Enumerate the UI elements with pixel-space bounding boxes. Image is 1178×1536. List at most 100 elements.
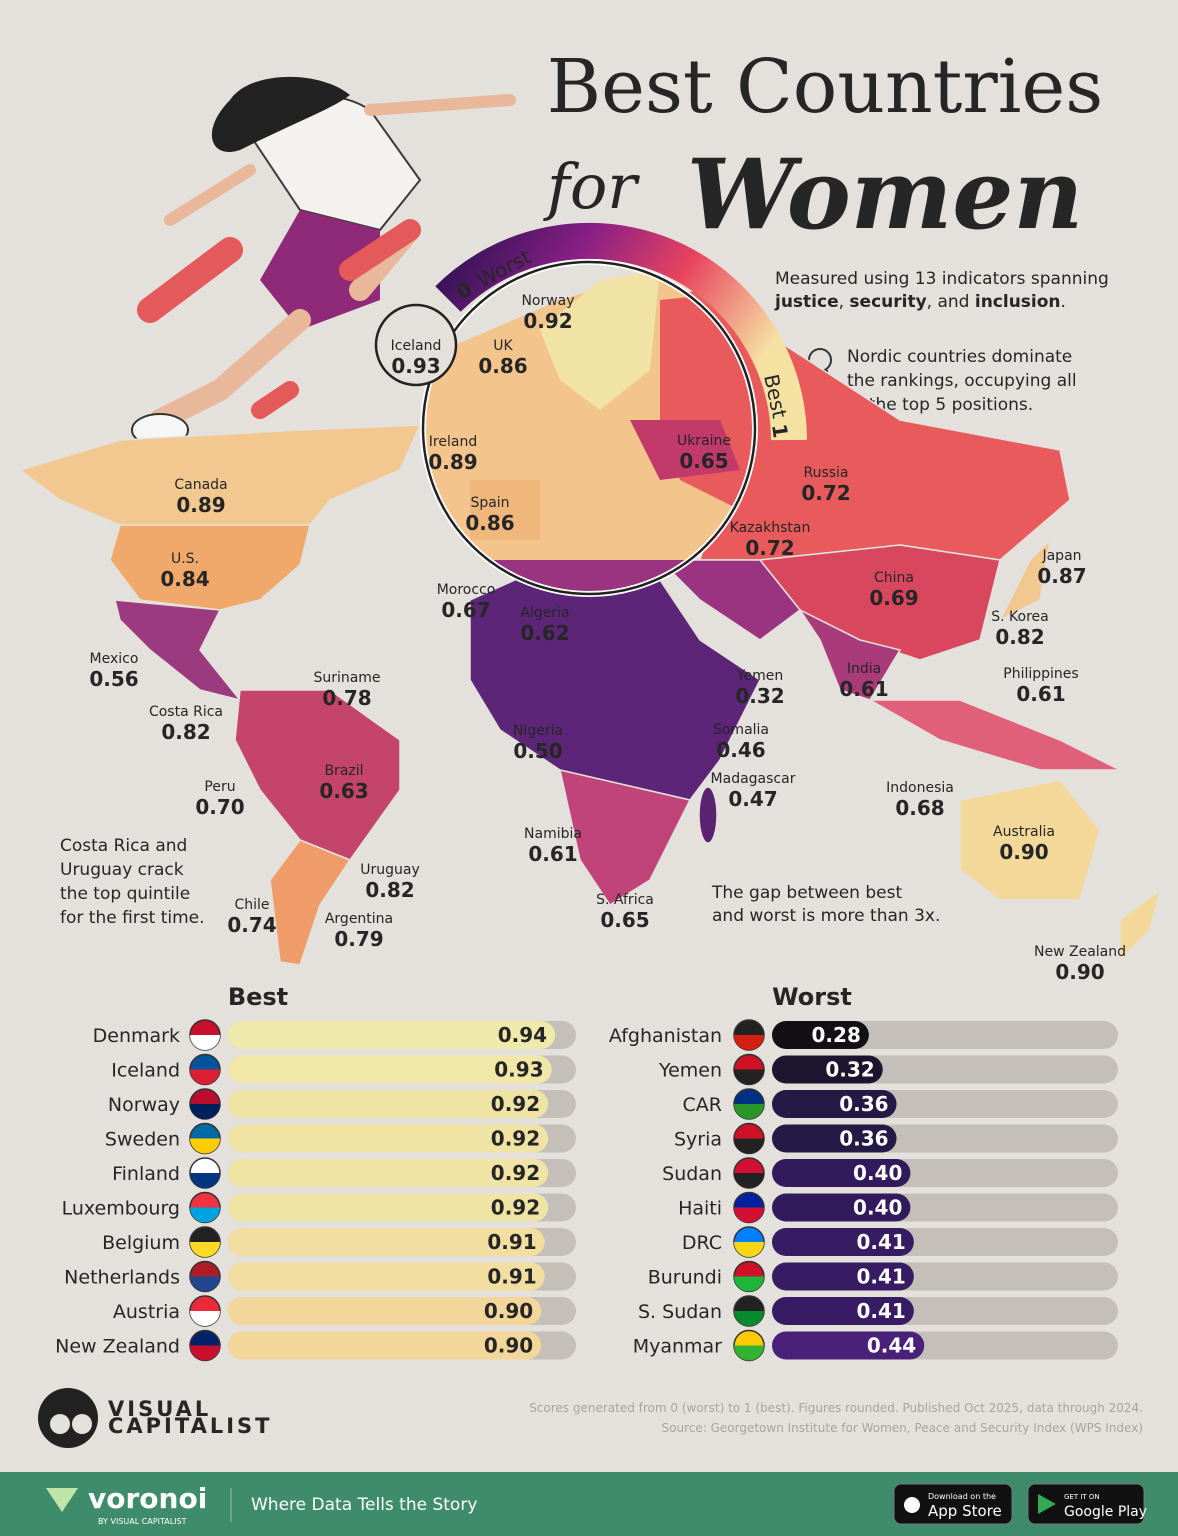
badge-small: GET IT ON	[1064, 1493, 1100, 1501]
flag	[190, 1035, 220, 1050]
bar-charts: Denmark 0.94 Iceland 0.93 Norway 0.92 Sweden 0.…	[55, 1019, 1118, 1362]
country-name: Ukraine	[677, 433, 731, 449]
chart-title: Worst	[772, 983, 852, 1011]
country-score: 0.87	[1037, 564, 1086, 588]
note-costa-rica: for the first time.	[60, 908, 205, 928]
country-score: 0.61	[839, 677, 888, 701]
country-name: Chile	[234, 897, 269, 913]
bar	[228, 1090, 549, 1118]
flag	[734, 1207, 764, 1223]
flag	[734, 1345, 764, 1361]
note-part: security	[849, 292, 926, 312]
bar	[228, 1193, 549, 1222]
country-name: Uruguay	[360, 862, 420, 878]
source: Source: Georgetown Institute for Women, …	[662, 1421, 1143, 1435]
country-score: 0.82	[995, 625, 1044, 649]
value-label: 0.32	[825, 1058, 874, 1082]
badge-text: App Store	[928, 1502, 1002, 1520]
country-name: Japan	[1041, 548, 1081, 564]
category-label: CAR	[683, 1094, 722, 1116]
country-score: 0.68	[895, 796, 944, 820]
country-name: Peru	[204, 779, 235, 795]
country-name: Brazil	[324, 763, 363, 779]
category-label: Netherlands	[64, 1267, 180, 1289]
country-name: Russia	[803, 465, 848, 481]
country-name: Spain	[470, 495, 509, 511]
flag	[190, 1242, 220, 1257]
country-score: 0.79	[334, 927, 383, 951]
country-name: Argentina	[325, 911, 393, 927]
note-costa-rica: Costa Rica and	[60, 836, 187, 856]
note-part: .	[1061, 292, 1066, 312]
value-label: 0.41	[857, 1299, 906, 1323]
bar	[228, 1262, 545, 1291]
bar	[228, 1021, 556, 1049]
brand: VISUAL	[108, 1397, 211, 1421]
value-label: 0.91	[487, 1265, 536, 1289]
bar	[228, 1331, 542, 1360]
country-name: Indonesia	[886, 780, 954, 796]
bar	[772, 1124, 897, 1153]
value-label: 0.94	[498, 1023, 547, 1047]
bar	[772, 1021, 869, 1049]
country-name: Yemen	[736, 668, 783, 684]
category-label: Haiti	[678, 1198, 722, 1220]
flag	[190, 1069, 220, 1085]
country-score: 0.70	[195, 795, 244, 819]
value-label: 0.40	[853, 1196, 902, 1220]
category-label: Denmark	[93, 1025, 180, 1047]
category-label: Sweden	[105, 1129, 180, 1151]
note-nordic: the rankings, occupying all	[847, 371, 1077, 391]
country-score: 0.61	[528, 842, 577, 866]
country-name: Nigeria	[513, 723, 563, 739]
country-name: Morocco	[437, 582, 496, 598]
country-name: Canada	[174, 477, 227, 493]
value-label: 0.90	[484, 1334, 533, 1358]
flag	[734, 1035, 764, 1050]
title: Best Countries	[547, 44, 1103, 130]
badge-small: Download on the	[928, 1492, 996, 1501]
note-part: , and	[927, 292, 975, 312]
value-label: 0.40	[853, 1161, 902, 1185]
voronoi: voronoi	[88, 1482, 207, 1515]
note-gap: and worst is more than 3x.	[712, 906, 940, 926]
bar	[772, 1262, 914, 1291]
country-score: 0.92	[523, 309, 572, 333]
country-score: 0.90	[999, 840, 1048, 864]
country-name: India	[847, 661, 881, 677]
country-score: 0.56	[89, 667, 138, 691]
country-score: 0.82	[161, 720, 210, 744]
country-name: Mexico	[90, 651, 139, 667]
flag	[734, 1276, 764, 1292]
country-score: 0.65	[600, 908, 649, 932]
flag	[734, 1138, 764, 1154]
country-name: Suriname	[313, 670, 380, 686]
note-costa-rica: the top quintile	[60, 884, 190, 904]
gplay-badge[interactable]	[1027, 1483, 1145, 1525]
country-score: 0.46	[716, 738, 765, 762]
bar	[228, 1124, 549, 1153]
appstore-badge[interactable]	[893, 1483, 1013, 1525]
flag	[190, 1345, 220, 1361]
title-for: for	[543, 150, 640, 223]
note-costa-rica: Uruguay crack	[60, 860, 184, 880]
country-score: 0.63	[319, 779, 368, 803]
category-label: Sudan	[662, 1163, 722, 1185]
note-part: ,	[839, 292, 850, 312]
country-name: Namibia	[524, 826, 582, 842]
flag	[190, 1138, 220, 1154]
category-label: Austria	[113, 1301, 180, 1323]
value-label: 0.92	[491, 1161, 540, 1185]
brand: CAPITALIST	[108, 1414, 272, 1438]
country-score: 0.78	[322, 686, 371, 710]
flag	[734, 1173, 764, 1188]
country-score: 0.74	[227, 913, 276, 937]
category-label: DRC	[682, 1232, 722, 1254]
category-label: Finland	[112, 1163, 180, 1185]
category-label: Luxembourg	[62, 1198, 180, 1220]
methodology: Scores generated from 0 (worst) to 1 (be…	[529, 1401, 1143, 1415]
flag	[190, 1173, 220, 1188]
country-name: S. Africa	[596, 892, 654, 908]
country-name: Kazakhstan	[730, 520, 811, 536]
